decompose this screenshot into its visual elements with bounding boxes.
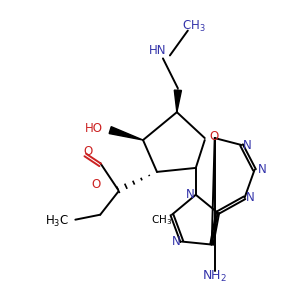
Text: N: N bbox=[185, 188, 194, 201]
Text: O: O bbox=[210, 130, 219, 142]
Text: N: N bbox=[172, 235, 180, 248]
Text: N: N bbox=[243, 139, 252, 152]
Text: H$_3$C: H$_3$C bbox=[45, 214, 69, 229]
Polygon shape bbox=[109, 127, 143, 140]
Text: NH$_2$: NH$_2$ bbox=[202, 268, 227, 284]
Text: HO: HO bbox=[85, 122, 103, 135]
Text: N: N bbox=[246, 191, 255, 204]
Text: N: N bbox=[257, 164, 266, 176]
Text: O: O bbox=[84, 146, 93, 158]
Text: O: O bbox=[91, 178, 100, 191]
Polygon shape bbox=[174, 90, 182, 112]
Text: HN: HN bbox=[149, 44, 167, 57]
Text: CH$_3$: CH$_3$ bbox=[182, 19, 206, 34]
Text: CH$_3$: CH$_3$ bbox=[151, 213, 172, 227]
